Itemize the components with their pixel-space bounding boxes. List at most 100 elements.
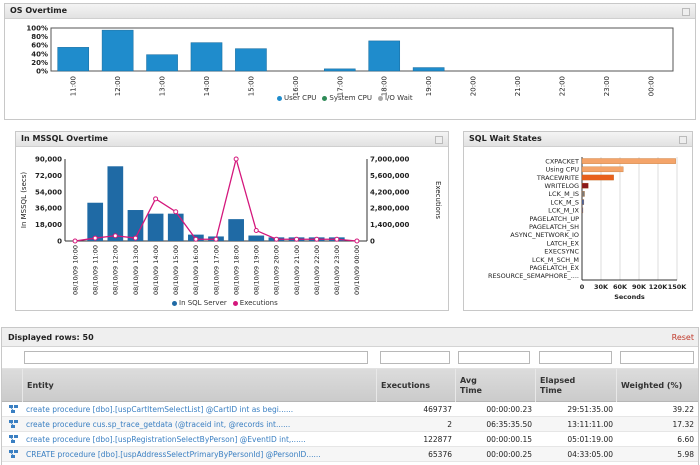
elapsed-time-filter-input[interactable] xyxy=(539,351,612,364)
os-xtick-label: 17:00 xyxy=(336,76,344,96)
reset-link[interactable]: Reset xyxy=(671,333,694,342)
legend-executions: Executions xyxy=(232,299,278,307)
cell-avg-time: 00:00:00.15 xyxy=(486,435,532,444)
wait-category-label: CXPACKET xyxy=(545,157,579,165)
mssql-bar-in-sql-server xyxy=(248,235,265,241)
mssql-xtick-label: 08/10/09 15:00 xyxy=(172,245,180,295)
cell-executions: 2 xyxy=(447,420,452,429)
statement-icon[interactable] xyxy=(9,450,18,458)
os-overtime-panel: OS Overtime 100% 80% 60% 40% 20% 0% 11:00 12:00… xyxy=(4,3,696,120)
os-bar-user-cpu xyxy=(323,68,356,72)
os-xtick-label: 19:00 xyxy=(425,76,433,96)
cell-entity[interactable]: create procedure cus.sp_trace_getdata (@… xyxy=(26,420,291,429)
os-xtick-label: 13:00 xyxy=(159,76,167,96)
mssql-y2tick-label: 2,800,000 xyxy=(370,205,410,213)
mssql-y2tick-label: 7,000,000 xyxy=(370,156,410,164)
table-row[interactable]: create procedure [dbo].[uspCartItemSelec… xyxy=(2,402,698,417)
os-ytick-label: 100% xyxy=(26,25,48,33)
os-bar-user-cpu xyxy=(57,47,90,72)
mssql-bar-in-sql-server xyxy=(127,210,144,241)
mssql-y2label: Executions xyxy=(434,181,442,219)
mssql-executions-point xyxy=(92,235,98,241)
cell-entity[interactable]: create procedure [dbo].[uspRegistrationS… xyxy=(26,435,306,444)
mssql-y2tick-label: 4,200,000 xyxy=(370,188,410,196)
mssql-bar-in-sql-server xyxy=(87,202,104,241)
wait-bar xyxy=(581,182,589,189)
mssql-executions-point xyxy=(72,238,78,244)
mssql-executions-point xyxy=(314,236,320,242)
os-bar-user-cpu xyxy=(368,40,401,72)
statement-icon[interactable] xyxy=(9,405,18,413)
os-xtick-label: 11:00 xyxy=(70,76,78,96)
os-xtick-label: 23:00 xyxy=(603,76,611,96)
wait-bar xyxy=(581,174,614,181)
mssql-overtime-chart: 90,000 72,000 54,000 36,000 18,000 0 7,000,000… xyxy=(20,156,442,296)
os-bar-user-cpu xyxy=(101,29,134,72)
statements-grid: Displayed rows: 50 Reset Entity Executio… xyxy=(1,327,699,465)
legend-in-sql-server: In SQL Server xyxy=(172,299,227,307)
os-xtick-label: 00:00 xyxy=(647,76,655,96)
mssql-xtick-label: 08/10/09 14:00 xyxy=(152,245,160,295)
cell-weighted: 17.32 xyxy=(672,420,694,429)
table-row[interactable]: create procedure cus.sp_trace_getdata (@… xyxy=(2,417,698,432)
wait-xtick-label: 60K xyxy=(613,283,628,291)
mssql-executions-point xyxy=(193,236,199,242)
entity-filter-input[interactable] xyxy=(24,351,368,364)
statement-icon[interactable] xyxy=(9,435,18,443)
column-header-executions[interactable]: Executions xyxy=(376,369,455,402)
os-xtick-label: 15:00 xyxy=(247,76,255,96)
column-header-weighted[interactable]: Weighted (%) xyxy=(616,369,698,402)
cell-executions: 469737 xyxy=(423,405,452,414)
mssql-xtick-label: 08/10/09 18:00 xyxy=(232,245,240,295)
cell-entity[interactable]: CREATE procedure [dbo].[uspAddressSelect… xyxy=(26,450,321,459)
wait-bar xyxy=(581,166,624,173)
weighted-filter-input[interactable] xyxy=(620,351,694,364)
executions-filter-input[interactable] xyxy=(380,351,450,364)
mssql-xtick-label: 08/10/09 23:00 xyxy=(333,245,341,295)
cell-entity[interactable]: create procedure [dbo].[uspCartItemSelec… xyxy=(26,405,294,414)
mssql-ylabel: In MSSQL (secs) xyxy=(20,172,28,228)
mssql-executions-point xyxy=(253,227,259,233)
mssql-xtick-label: 08/10/09 11:00 xyxy=(92,245,100,295)
os-ytick-label: 20% xyxy=(31,59,48,67)
mssql-ytick-label: 72,000 xyxy=(35,172,62,180)
os-plot-area xyxy=(50,27,674,72)
mssql-xtick-label: 08/10/09 10:00 xyxy=(71,245,79,295)
os-overtime-chart: 100%80%60%40%20%0% 11:00 12:00 13:00 14:00 15… xyxy=(26,25,674,96)
os-ytick-label: 60% xyxy=(31,42,48,50)
os-ytick-label: 0% xyxy=(36,68,48,76)
cell-elapsed-time: 29:51:35.00 xyxy=(567,405,613,414)
mssql-ytick-label: 90,000 xyxy=(35,156,62,164)
os-xtick-label: 12:00 xyxy=(114,76,122,96)
wait-bar xyxy=(581,199,585,205)
wait-bar xyxy=(581,191,585,197)
table-row[interactable]: CREATE procedure [dbo].[uspAddressSelect… xyxy=(2,447,698,462)
os-xtick-label: 16:00 xyxy=(292,76,300,96)
column-header-elapsed-time[interactable]: Elapsed Time xyxy=(535,369,616,402)
cell-weighted: 39.22 xyxy=(672,405,694,414)
table-row[interactable]: create procedure [dbo].[uspRegistrationS… xyxy=(2,432,698,447)
mssql-executions-point xyxy=(233,156,239,162)
wait-bar xyxy=(581,207,584,214)
cell-weighted: 6.60 xyxy=(677,435,694,444)
wait-xlabel: Seconds xyxy=(614,293,645,301)
mssql-legend: In SQL Server Executions xyxy=(172,299,278,307)
cell-avg-time: 06:35:35.50 xyxy=(486,420,532,429)
column-header-entity[interactable]: Entity xyxy=(22,369,376,402)
avg-time-filter-input[interactable] xyxy=(458,351,530,364)
statement-icon[interactable] xyxy=(9,420,18,428)
sql-wait-states-title: SQL Wait States xyxy=(464,132,692,147)
column-header-avg-time[interactable]: Avg Time xyxy=(455,369,535,402)
filter-row xyxy=(2,347,698,369)
os-ytick-label: 80% xyxy=(31,33,48,41)
mssql-xtick-label: 08/10/09 16:00 xyxy=(192,245,200,295)
mssql-executions-point xyxy=(213,236,219,242)
grid-header: Displayed rows: 50 Reset xyxy=(2,328,698,347)
cell-executions: 122877 xyxy=(423,435,452,444)
mssql-executions-point xyxy=(334,236,340,242)
wait-category-label: LCK_M_IS xyxy=(548,190,579,198)
mssql-ytick-label: 54,000 xyxy=(35,188,62,196)
os-legend: User CPU System CPU I/O Wait xyxy=(277,94,413,102)
wait-category-label: PAGELATCH_EX xyxy=(529,264,579,272)
